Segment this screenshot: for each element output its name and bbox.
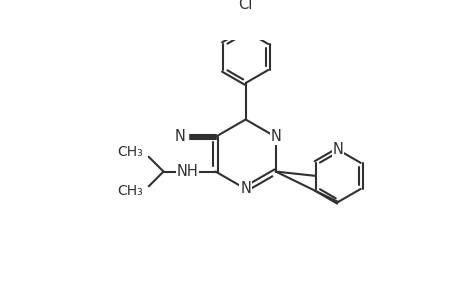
Text: N: N [269, 129, 280, 144]
Text: N: N [332, 142, 343, 158]
Text: N: N [174, 129, 185, 144]
Text: NH: NH [177, 164, 198, 179]
Text: CH₃: CH₃ [117, 184, 142, 198]
Text: CH₃: CH₃ [117, 146, 142, 160]
Text: N: N [240, 182, 251, 196]
Text: Cl: Cl [238, 0, 252, 12]
